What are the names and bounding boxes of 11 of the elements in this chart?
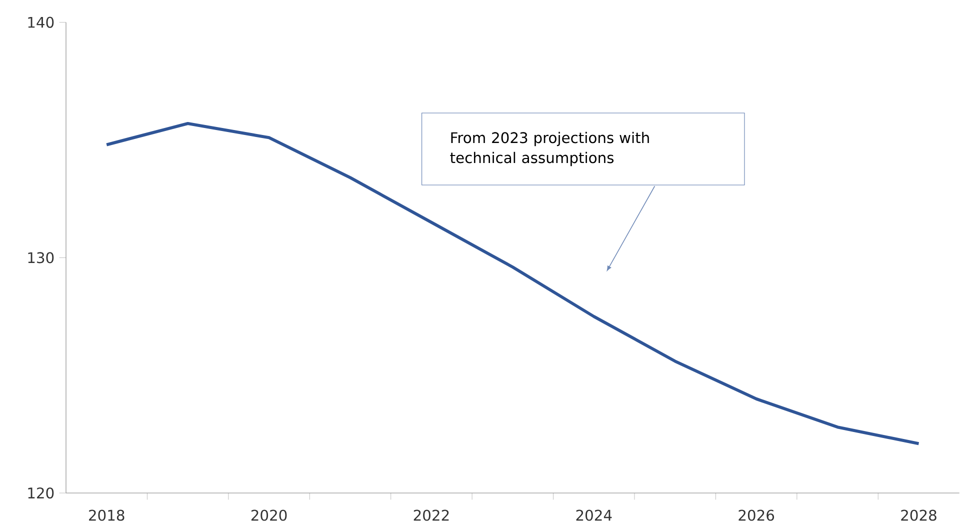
x-tick-label: 2020 bbox=[251, 510, 287, 521]
y-tick-label: 140 bbox=[28, 16, 54, 28]
y-tick-label: 130 bbox=[28, 252, 54, 264]
x-tick-label: 2022 bbox=[414, 510, 449, 521]
y-tick-label: 120 bbox=[28, 487, 54, 499]
line-series bbox=[105, 122, 920, 446]
x-tick-label: 2026 bbox=[738, 510, 774, 521]
annotation: From 2023 projections with technical assumptions bbox=[450, 132, 649, 166]
x-tick-label: 2018 bbox=[89, 510, 124, 521]
x-tick-label: 2024 bbox=[576, 510, 612, 521]
x-tick-label: 2028 bbox=[901, 510, 936, 521]
